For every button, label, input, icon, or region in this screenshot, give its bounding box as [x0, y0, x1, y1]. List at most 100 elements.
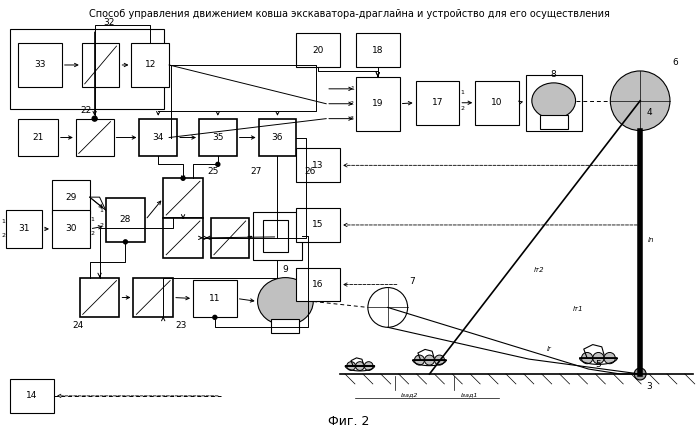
Bar	[475, 81, 519, 125]
Bar	[80, 277, 119, 317]
Text: 1: 1	[91, 218, 94, 222]
Ellipse shape	[258, 277, 313, 325]
Text: 36: 36	[272, 133, 283, 142]
Text: 2: 2	[350, 101, 354, 106]
Bar	[18, 118, 58, 156]
Circle shape	[181, 176, 185, 180]
Text: 3: 3	[646, 382, 652, 391]
Circle shape	[124, 240, 128, 244]
Circle shape	[368, 288, 408, 327]
Bar	[163, 218, 203, 258]
Text: 35: 35	[212, 133, 223, 142]
Bar	[163, 178, 203, 218]
Circle shape	[364, 362, 373, 371]
Bar	[52, 210, 89, 248]
Circle shape	[213, 316, 217, 319]
Text: 23: 23	[175, 321, 186, 330]
Text: 10: 10	[491, 98, 503, 107]
Bar	[297, 149, 340, 182]
Circle shape	[415, 355, 424, 365]
Text: 26: 26	[304, 167, 315, 176]
Bar	[262, 220, 288, 252]
Text: lr: lr	[547, 346, 551, 352]
Text: 12: 12	[144, 60, 156, 69]
Bar	[199, 118, 237, 156]
Text: 1: 1	[100, 208, 103, 212]
Bar	[272, 319, 299, 333]
Bar	[415, 81, 459, 125]
Text: 34: 34	[153, 133, 164, 142]
Text: ln: ln	[648, 237, 655, 243]
Bar	[297, 33, 340, 67]
Text: 5: 5	[595, 360, 601, 369]
Text: 2: 2	[100, 223, 103, 229]
Bar	[76, 118, 114, 156]
Text: 30: 30	[65, 225, 77, 233]
Text: 29: 29	[65, 193, 77, 201]
Text: lт2: lт2	[533, 267, 544, 273]
Bar	[258, 118, 297, 156]
Circle shape	[92, 116, 97, 121]
Text: 9: 9	[283, 265, 288, 274]
Bar	[540, 114, 567, 128]
Text: 14: 14	[27, 392, 38, 400]
Text: 31: 31	[18, 225, 30, 233]
Text: 28: 28	[120, 215, 131, 225]
Text: 1: 1	[1, 219, 5, 225]
Circle shape	[434, 355, 445, 365]
Bar	[10, 29, 164, 109]
Text: 16: 16	[313, 280, 324, 289]
Bar	[211, 218, 248, 258]
Bar	[52, 180, 89, 214]
Text: 7: 7	[410, 277, 415, 285]
Text: 2: 2	[460, 106, 464, 111]
Circle shape	[216, 163, 220, 166]
Bar	[193, 280, 237, 317]
Text: 3: 3	[350, 116, 354, 121]
Text: 32: 32	[103, 18, 114, 27]
Text: Способ управления движением ковша экскаватора-драглайна и устройство для его осу: Способ управления движением ковша экскав…	[89, 9, 609, 19]
Bar	[10, 379, 54, 413]
Bar	[140, 118, 177, 156]
Text: 24: 24	[72, 321, 83, 330]
Ellipse shape	[532, 83, 576, 118]
Text: 27: 27	[251, 167, 262, 176]
Text: 20: 20	[313, 45, 324, 55]
Circle shape	[610, 71, 670, 131]
Bar	[297, 208, 340, 242]
Text: 2: 2	[1, 233, 5, 239]
Circle shape	[604, 353, 616, 364]
Bar	[253, 212, 302, 260]
Text: 17: 17	[431, 98, 443, 107]
Bar	[82, 43, 119, 87]
Bar	[105, 198, 145, 242]
Text: 25: 25	[207, 167, 218, 176]
Circle shape	[355, 362, 364, 371]
Text: 6: 6	[672, 58, 678, 67]
Circle shape	[593, 353, 604, 364]
Bar	[356, 77, 400, 131]
Text: lзад1: lзад1	[461, 392, 478, 397]
Bar	[6, 210, 42, 248]
Text: 8: 8	[551, 70, 556, 79]
Bar	[133, 277, 173, 317]
Text: 18: 18	[372, 45, 384, 55]
Text: 21: 21	[32, 133, 44, 142]
Text: 11: 11	[209, 294, 221, 303]
Text: 13: 13	[313, 161, 324, 170]
Text: 19: 19	[372, 99, 384, 108]
Circle shape	[581, 353, 593, 364]
Circle shape	[424, 355, 434, 365]
Text: 15: 15	[313, 220, 324, 229]
Text: 4: 4	[646, 108, 652, 117]
Circle shape	[634, 368, 646, 380]
Bar	[18, 43, 62, 87]
Bar	[526, 75, 581, 131]
Text: 33: 33	[34, 60, 46, 69]
Bar	[356, 33, 400, 67]
Circle shape	[347, 362, 355, 371]
Text: lт1: lт1	[573, 306, 584, 312]
Bar	[297, 268, 340, 302]
Bar	[131, 43, 169, 87]
Text: 22: 22	[80, 106, 91, 114]
